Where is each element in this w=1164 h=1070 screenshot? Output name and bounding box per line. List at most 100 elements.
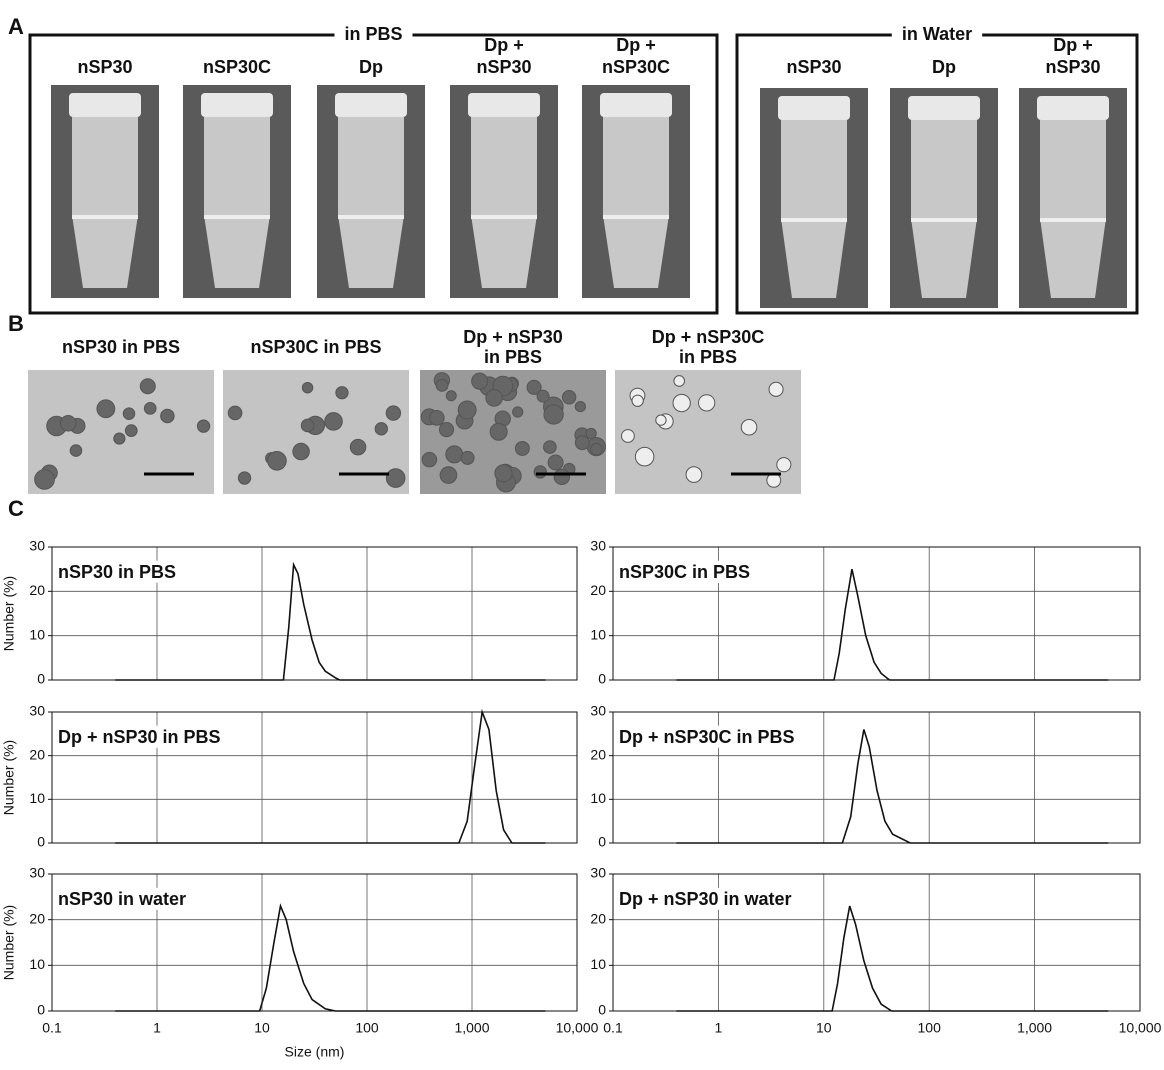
tube-body (603, 117, 669, 288)
particle (228, 406, 242, 420)
particle (123, 408, 135, 420)
column-label: nSP30 (1045, 57, 1100, 77)
y-axis-label: Number (%) (1, 905, 17, 980)
chart-title: nSP30 in PBS (58, 562, 176, 582)
particle (114, 433, 125, 444)
particle (144, 402, 156, 414)
tube-body (338, 117, 404, 288)
y-tick-label: 20 (590, 746, 606, 762)
particle (70, 445, 82, 457)
particle (777, 458, 791, 472)
particle (575, 436, 589, 450)
y-tick-label: 0 (37, 834, 45, 850)
panel-label: C (8, 496, 24, 521)
particle (699, 395, 715, 411)
column-label: nSP30C (203, 57, 271, 77)
tube-cap (335, 93, 407, 117)
column-label: Dp (359, 57, 383, 77)
x-tick-label: 1 (153, 1020, 161, 1036)
particle (97, 400, 115, 418)
y-axis-label: Number (%) (1, 576, 17, 651)
tube-body (911, 120, 977, 298)
particle (562, 391, 575, 404)
particle (293, 443, 309, 459)
y-tick-label: 30 (29, 865, 45, 881)
data-line (676, 569, 1108, 680)
x-tick-label: 0.1 (603, 1020, 623, 1036)
x-tick-label: 10 (816, 1020, 832, 1036)
particle (301, 419, 314, 432)
particle (140, 379, 155, 394)
x-tick-label: 10,000 (556, 1020, 599, 1036)
particle (635, 447, 654, 466)
particle (350, 439, 366, 455)
x-axis-label: Size (nm) (285, 1044, 345, 1060)
particle (486, 390, 503, 407)
particle (622, 430, 635, 443)
y-tick-label: 10 (29, 626, 45, 642)
particle (268, 452, 287, 471)
column-label: Dp + (1053, 35, 1093, 55)
x-tick-label: 10 (254, 1020, 270, 1036)
liquid (1040, 218, 1106, 222)
particle (490, 423, 507, 440)
x-tick-label: 1 (715, 1020, 723, 1036)
particle (741, 420, 757, 436)
particle (674, 376, 685, 387)
particle (534, 466, 546, 478)
y-tick-label: 0 (598, 671, 606, 687)
column-label: nSP30 (476, 57, 531, 77)
y-tick-label: 20 (29, 582, 45, 598)
panel-label: B (8, 311, 24, 336)
image-label: nSP30C in PBS (250, 337, 381, 357)
particle (35, 470, 55, 490)
tube-cap (69, 93, 141, 117)
tube-cap (908, 96, 980, 120)
y-tick-label: 20 (29, 910, 45, 926)
particle (632, 395, 643, 406)
particle (548, 455, 563, 470)
y-tick-label: 20 (590, 582, 606, 598)
particle (461, 451, 474, 464)
group-title: in PBS (344, 24, 402, 44)
chart-title: Dp + nSP30C in PBS (619, 727, 795, 747)
chart-title: Dp + nSP30 in water (619, 889, 792, 909)
tube-cap (201, 93, 273, 117)
particle (673, 394, 690, 411)
liquid (204, 215, 270, 219)
particle (386, 406, 400, 420)
x-tick-label: 100 (355, 1020, 379, 1036)
particle (767, 473, 781, 487)
y-axis-label: Number (%) (1, 740, 17, 815)
x-tick-label: 10,000 (1119, 1020, 1162, 1036)
particle (325, 413, 343, 431)
liquid (338, 215, 404, 219)
image-label: Dp + nSP30 (463, 327, 563, 347)
particle (513, 407, 523, 417)
y-tick-label: 20 (590, 910, 606, 926)
particle (686, 467, 702, 483)
particle (125, 425, 137, 437)
liquid (471, 215, 537, 219)
chart-title: nSP30 in water (58, 889, 186, 909)
y-tick-label: 10 (590, 956, 606, 972)
particle (769, 382, 783, 396)
liquid (72, 215, 138, 219)
particle (375, 423, 387, 435)
particle (591, 443, 603, 455)
y-tick-label: 20 (29, 746, 45, 762)
particle (60, 416, 76, 432)
x-tick-label: 1,000 (1017, 1020, 1052, 1036)
column-label: Dp (932, 57, 956, 77)
particle (575, 401, 585, 411)
liquid (603, 215, 669, 219)
y-tick-label: 30 (590, 538, 606, 554)
x-tick-label: 0.1 (42, 1020, 62, 1036)
column-label: nSP30 (77, 57, 132, 77)
data-line (115, 565, 545, 680)
image-label: nSP30 in PBS (62, 337, 180, 357)
tube-cap (468, 93, 540, 117)
column-label: Dp + (616, 35, 656, 55)
x-tick-label: 100 (918, 1020, 942, 1036)
particle (458, 401, 476, 419)
